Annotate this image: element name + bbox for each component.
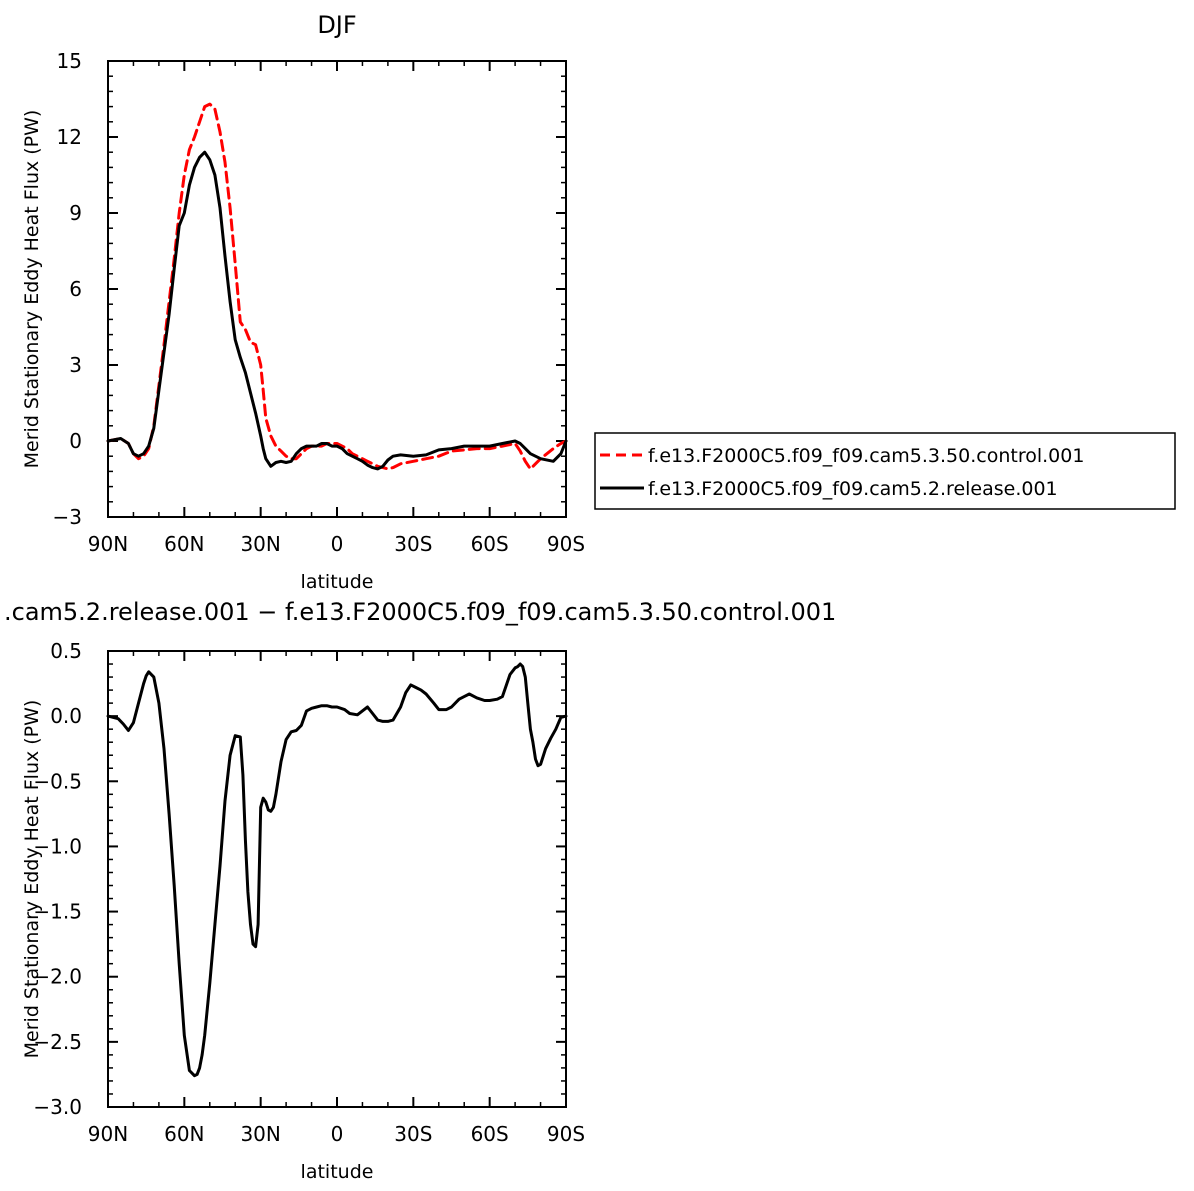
bottom-y-tick-label: −1.0	[33, 834, 82, 858]
top-y-tick-label: 6	[69, 277, 82, 301]
top-chart-x-axis-label: latitude	[301, 571, 374, 593]
legend: f.e13.F2000C5.f09_f09.cam5.3.50.control.…	[594, 432, 1176, 510]
top-x-tick-label: 0	[331, 532, 344, 556]
bottom-y-tick-label: −2.5	[33, 1030, 82, 1054]
bottom-x-tick-label: 90S	[547, 1122, 585, 1146]
bottom-y-tick-label: 0.0	[50, 704, 82, 728]
top-x-tick-label: 60S	[471, 532, 509, 556]
top-x-tick-label: 90S	[547, 532, 585, 556]
top-y-tick-label: 0	[69, 429, 82, 453]
top-chart-ticks: 90N 60N 30N 0 30S 60S 90S −3 0 3 6 9 12 15	[53, 49, 586, 556]
bottom-series-line-0	[106, 662, 568, 1078]
bottom-y-tick-label: −1.5	[33, 900, 82, 924]
top-y-tick-label: 3	[69, 353, 82, 377]
bottom-chart-series	[106, 662, 568, 1078]
bottom-chart-x-axis-label: latitude	[301, 1161, 374, 1183]
bottom-y-tick-label: 0.5	[50, 639, 82, 663]
bottom-chart-panel: .cam5.2.release.001 − f.e13.F2000C5.f09_…	[4, 598, 836, 1183]
bottom-chart-y-axis-label: Merid Stationary Eddy Heat Flux (PW)	[21, 700, 43, 1059]
top-chart-title: DJF	[317, 11, 356, 39]
top-series-line-0	[106, 102, 568, 471]
bottom-x-tick-label: 60S	[471, 1122, 509, 1146]
top-x-tick-label: 60N	[164, 532, 204, 556]
legend-label-release: f.e13.F2000C5.f09_f09.cam5.2.release.001	[648, 478, 1058, 500]
bottom-y-tick-label: −3.0	[33, 1095, 82, 1119]
bottom-chart-title: .cam5.2.release.001 − f.e13.F2000C5.f09_…	[4, 598, 836, 626]
top-y-tick-label: 12	[57, 125, 82, 149]
bottom-chart-ticks: 90N 60N 30N 0 30S 60S 90S −3.0 −2.5 −2.0 −1.5 −1.0 −…	[33, 639, 585, 1146]
top-chart-panel: DJF Merid Stationary Eddy Heat Flux (PW)…	[21, 11, 585, 593]
bottom-y-tick-label: −0.5	[33, 769, 82, 793]
legend-label-control: f.e13.F2000C5.f09_f09.cam5.3.50.control.…	[648, 445, 1084, 467]
top-y-tick-label: −3	[53, 505, 82, 529]
top-x-tick-label: 30S	[394, 532, 432, 556]
bottom-x-tick-label: 0	[331, 1122, 344, 1146]
top-x-tick-label: 90N	[88, 532, 128, 556]
top-chart-series	[106, 102, 568, 471]
bottom-y-tick-label: −2.0	[33, 965, 82, 989]
top-chart-y-axis-label: Merid Stationary Eddy Heat Flux (PW)	[21, 110, 43, 469]
bottom-x-tick-label: 60N	[164, 1122, 204, 1146]
top-chart-plot-frame	[107, 60, 567, 518]
top-series-line-1	[106, 150, 568, 471]
bottom-x-tick-label: 30S	[394, 1122, 432, 1146]
top-y-tick-label: 15	[57, 49, 82, 73]
top-y-tick-label: 9	[69, 201, 82, 225]
legend-box	[594, 432, 1176, 510]
top-x-tick-label: 30N	[240, 532, 280, 556]
bottom-x-tick-label: 90N	[88, 1122, 128, 1146]
bottom-chart-plot-frame	[107, 650, 567, 1108]
bottom-x-tick-label: 30N	[240, 1122, 280, 1146]
